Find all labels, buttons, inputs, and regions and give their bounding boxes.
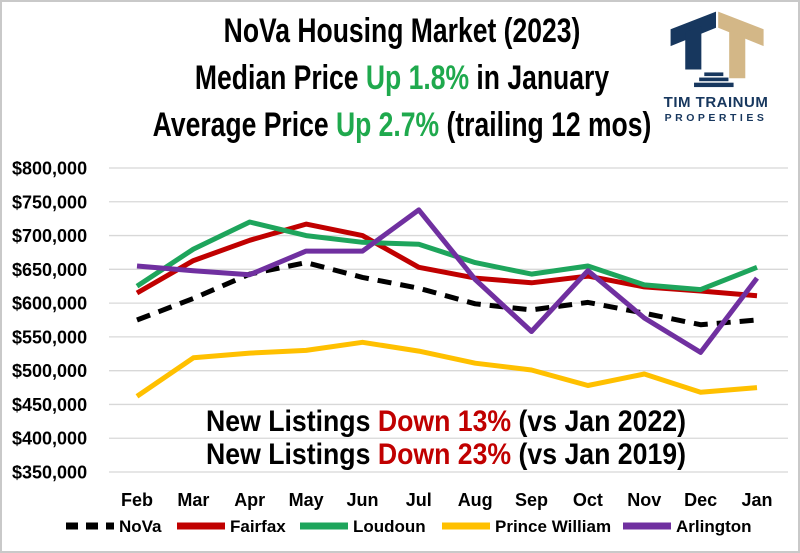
title-line2-suffix: in January <box>469 59 610 97</box>
x-axis-label: Mar <box>177 490 209 510</box>
logo-pedestal <box>694 72 734 88</box>
logo-navy-roof <box>670 11 716 47</box>
annotation-line-1: New Listings Down 13% (vs Jan 2022) <box>206 405 686 438</box>
title-line3-suffix: (trailing 12 mos) <box>439 106 652 144</box>
title-line3-highlight: Up 2.7% <box>335 106 440 144</box>
y-axis-label: $500,000 <box>12 361 87 381</box>
logo-tan-stem <box>729 30 746 79</box>
legend-label-Fairfax: Fairfax <box>230 517 286 536</box>
y-axis-label: $750,000 <box>12 192 87 212</box>
chart-legend: NoVa Fairfax Loudoun Prince William Arlingto… <box>66 517 752 536</box>
title-line2-prefix: Median Price <box>194 59 366 97</box>
x-axis-label: Aug <box>458 490 493 510</box>
y-axis-label: $600,000 <box>12 294 87 314</box>
logo-navy-stem <box>685 26 702 70</box>
annotation-line-2: New Listings Down 23% (vs Jan 2019) <box>206 438 686 471</box>
title-line-3: Average Price Up 2.7% (trailing 12 mos) <box>90 102 714 149</box>
logo-company-subtitle: PROPERTIES <box>664 112 768 124</box>
x-axis-label: Jan <box>741 490 772 510</box>
title-line-2: Median Price Up 1.8% in January <box>90 55 714 102</box>
line-chart: $800,000 $750,000 $700,000 $650,000 $600,000… <box>2 152 798 551</box>
x-axis-label: Jul <box>406 490 432 510</box>
legend-label-Arlington: Arlington <box>676 517 752 536</box>
legend-label-NoVa: NoVa <box>119 517 162 536</box>
y-axis-label: $800,000 <box>12 159 87 179</box>
legend-label-Loudoun: Loudoun <box>353 517 426 536</box>
logo-tan-roof <box>718 11 764 47</box>
logo-house-icon <box>670 11 764 88</box>
company-logo: TIM TRAINUM PROPERTIES <box>640 8 792 124</box>
title-line-1: NoVa Housing Market (2023) <box>90 8 714 55</box>
x-axis-labels: Feb Mar Apr May Jun Jul Aug Sep Oct Nov Dec Jan <box>121 490 773 510</box>
series-line-Arlington <box>136 207 759 355</box>
x-axis-label: Jun <box>346 490 378 510</box>
x-axis-label: Feb <box>121 490 153 510</box>
x-axis-label: May <box>289 490 324 510</box>
series-line-NoVa <box>136 260 758 328</box>
logo-company-name: TIM TRAINUM <box>663 94 769 111</box>
title-line3-prefix: Average Price <box>152 106 336 144</box>
series-line-Prince-William <box>135 339 758 399</box>
series-line-Loudoun <box>135 219 758 293</box>
y-axis-label: $700,000 <box>12 226 87 246</box>
title-text: NoVa Housing Market (2023) <box>223 12 581 50</box>
y-axis-label: $400,000 <box>12 429 87 449</box>
y-axis-labels: $800,000 $750,000 $700,000 $650,000 $600,000… <box>12 159 87 483</box>
x-axis-label: Dec <box>684 490 717 510</box>
x-axis-label: Oct <box>573 490 603 510</box>
y-axis-label: $450,000 <box>12 395 87 415</box>
title-line2-highlight: Up 1.8% <box>365 59 470 97</box>
y-axis-label: $350,000 <box>12 463 87 483</box>
x-axis-label: Apr <box>234 490 265 510</box>
y-axis-label: $650,000 <box>12 260 87 280</box>
legend-label-Prince-William: Prince William <box>495 517 611 536</box>
y-axis-label: $550,000 <box>12 327 87 347</box>
x-axis-label: Nov <box>627 490 661 510</box>
x-axis-label: Sep <box>515 490 548 510</box>
chart-title-block: NoVa Housing Market (2023) Median Price … <box>2 8 798 149</box>
